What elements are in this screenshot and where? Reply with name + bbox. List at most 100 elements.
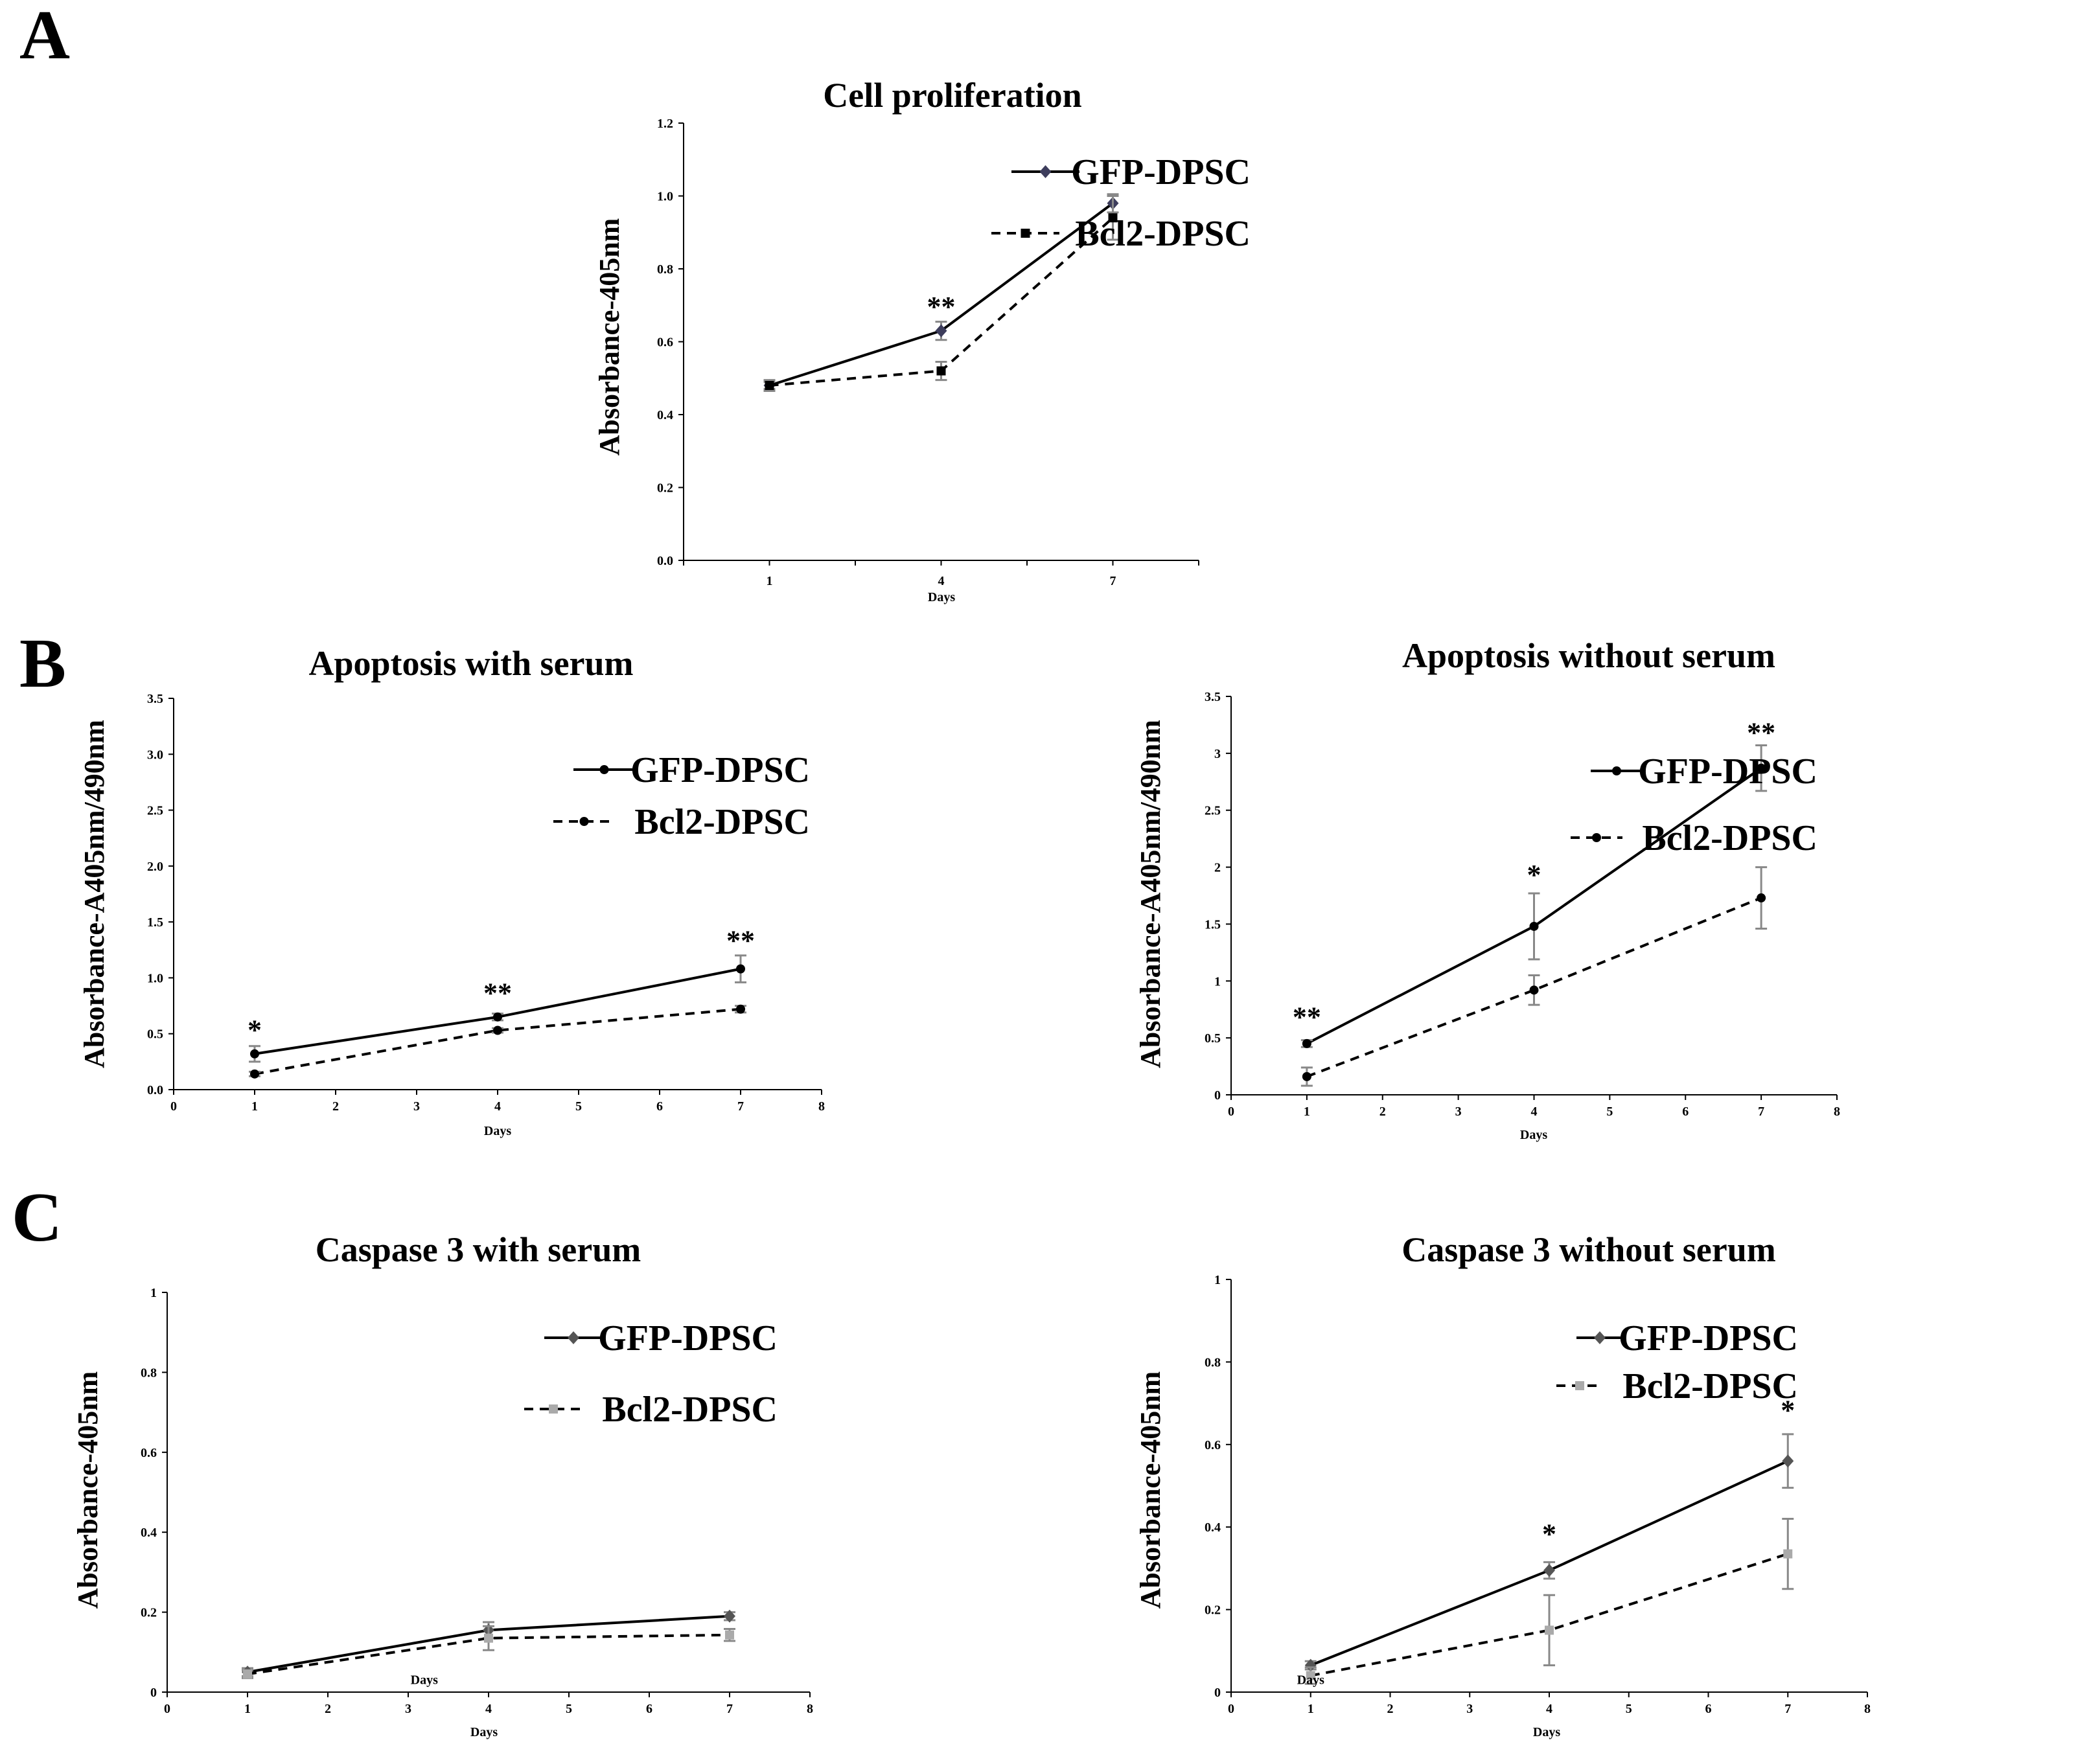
- legend-label: Bcl2-DPSC: [1642, 818, 1817, 858]
- series-bcl2-dpsc-point: [736, 1004, 745, 1014]
- y-tick-label: 0.0: [657, 554, 673, 568]
- series-bcl2-dpsc-point: [1783, 1549, 1793, 1559]
- series-bcl2-dpsc-point: [484, 1633, 493, 1643]
- chart-apoptosis-without-serum: Apoptosis without serum 0 0.5 1 1.5 2 2.5 3 3.5 0…: [1135, 636, 1840, 1142]
- y-tick-label: 2.5: [147, 804, 163, 818]
- y-tick-label: 0.8: [1205, 1355, 1221, 1369]
- series-bcl2-dpsc-point: [1306, 1671, 1315, 1680]
- series-bcl2-dpsc-point: [936, 366, 946, 376]
- series-gfp-dpsc-point: [935, 324, 947, 338]
- significance-marker: *: [1542, 1518, 1556, 1550]
- y-axis-label: Absorbance-405nm: [1135, 1371, 1166, 1609]
- panel-letter-a: A: [19, 0, 70, 74]
- y-tick-label: 0.6: [141, 1446, 157, 1460]
- series-bcl2-dpsc-point: [493, 1025, 502, 1035]
- chart-apoptosis-with-serum: Apoptosis with serum 0.0 0.5 1.0 1.5 2.0 2.5 3.…: [78, 644, 825, 1138]
- chart-title: Caspase 3 with serum: [316, 1230, 641, 1269]
- legend-label: Bcl2-DPSC: [602, 1390, 778, 1430]
- y-tick-label: 1.0: [657, 190, 673, 204]
- stray-days-label: Days: [411, 1673, 438, 1688]
- chart-cell-proliferation: Cell proliferation 0.0 0.2 0.4 0.6 0.8 1.0 1.2 1…: [594, 76, 1251, 604]
- y-tick-label: 0.6: [1205, 1438, 1221, 1452]
- x-tick-label: 3: [1455, 1105, 1462, 1119]
- significance-marker: *: [1781, 1395, 1795, 1426]
- legend-swatch-marker: [1612, 766, 1621, 775]
- y-tick-label: 0.8: [141, 1366, 157, 1380]
- chart-title: Cell proliferation: [823, 76, 1081, 115]
- x-tick-label: 7: [726, 1702, 733, 1716]
- series-bcl2-dpsc-point: [1529, 985, 1539, 995]
- series-bcl2-dpsc-line: [1306, 897, 1762, 1078]
- panel-letter-b: B: [19, 625, 66, 702]
- x-tick-label: 1: [767, 574, 773, 588]
- x-tick-label: 2: [1387, 1702, 1394, 1716]
- x-tick-label: 2: [1379, 1105, 1386, 1119]
- legend-label: Bcl2-DPSC: [1075, 214, 1251, 254]
- y-tick-label: 0.5: [1205, 1031, 1221, 1046]
- series-bcl2-dpsc-point: [725, 1630, 734, 1640]
- significance-marker: **: [726, 924, 755, 956]
- x-tick-label: 4: [485, 1702, 492, 1716]
- x-tick-label: 4: [938, 574, 945, 588]
- legend-swatch-marker: [579, 817, 589, 826]
- x-axis-label: Days: [928, 590, 955, 604]
- x-axis-label: Days: [1520, 1128, 1547, 1142]
- stray-days-label: Days: [1297, 1673, 1324, 1687]
- y-tick-label: 0.2: [1205, 1603, 1221, 1618]
- y-tick-label: 0.2: [141, 1606, 157, 1620]
- x-tick-label: 5: [1606, 1105, 1613, 1119]
- x-tick-label: 4: [1531, 1105, 1538, 1119]
- legend-label: Bcl2-DPSC: [634, 802, 810, 842]
- x-tick-label: 4: [1546, 1702, 1552, 1716]
- series-bcl2-dpsc-point: [250, 1069, 259, 1079]
- x-tick-label: 3: [405, 1702, 411, 1716]
- x-tick-label: 6: [1682, 1105, 1689, 1119]
- x-tick-label: 6: [1705, 1702, 1712, 1716]
- legend-label: Bcl2-DPSC: [1622, 1366, 1798, 1406]
- x-tick-label: 0: [1228, 1702, 1234, 1716]
- y-tick-label: 0: [150, 1686, 157, 1700]
- x-tick-label: 7: [1758, 1105, 1764, 1119]
- y-tick-label: 1.5: [1205, 917, 1221, 932]
- y-tick-label: 1.2: [657, 117, 673, 131]
- y-tick-label: 0: [1214, 1088, 1221, 1103]
- legend-label: GFP-DPSC: [598, 1318, 778, 1358]
- series-bcl2-dpsc-line: [254, 1007, 741, 1075]
- chart-caspase3-with-serum: Caspase 3 with serum 0 0.2 0.4 0.6 0.8 1 0 1 2 3 4 5…: [72, 1230, 813, 1739]
- series-bcl2-dpsc-point: [243, 1669, 252, 1679]
- chart-title: Caspase 3 without serum: [1402, 1230, 1776, 1269]
- x-tick-label: 0: [164, 1702, 170, 1716]
- x-tick-label: 6: [646, 1702, 652, 1716]
- x-tick-label: 8: [1834, 1105, 1840, 1119]
- y-tick-label: 0.0: [147, 1083, 163, 1097]
- x-tick-label: 7: [1784, 1702, 1791, 1716]
- x-tick-label: 5: [1626, 1702, 1632, 1716]
- series-gfp-dpsc-point: [1757, 763, 1766, 773]
- series-gfp-dpsc-point: [1529, 921, 1539, 931]
- x-tick-label: 5: [566, 1702, 572, 1716]
- series-gfp-dpsc-point: [1543, 1564, 1555, 1577]
- series-gfp-dpsc-point: [736, 964, 745, 974]
- x-tick-label: 3: [413, 1099, 420, 1114]
- x-axis-label: Days: [470, 1725, 498, 1739]
- chart-title: Apoptosis with serum: [308, 644, 633, 683]
- legend-label: GFP-DPSC: [1619, 1318, 1798, 1358]
- y-tick-label: 3.0: [147, 748, 163, 762]
- y-axis-label: Absorbance-405nm: [72, 1371, 104, 1609]
- legend-swatch-marker: [549, 1404, 558, 1414]
- x-tick-label: 7: [1110, 574, 1116, 588]
- y-tick-label: 1.5: [147, 915, 163, 930]
- y-tick-label: 1: [1214, 974, 1221, 989]
- legend-label: GFP-DPSC: [630, 750, 810, 790]
- x-tick-label: 8: [807, 1702, 813, 1716]
- series-bcl2-dpsc-point: [1757, 893, 1766, 903]
- series-bcl2-dpsc-point: [1108, 213, 1118, 223]
- legend-swatch-marker: [1039, 165, 1052, 178]
- x-tick-label: 8: [818, 1099, 825, 1114]
- legend-label: GFP-DPSC: [1638, 751, 1817, 792]
- x-axis-label: Days: [484, 1124, 511, 1138]
- legend-swatch-marker: [568, 1331, 579, 1344]
- y-tick-label: 1: [150, 1286, 157, 1300]
- y-tick-label: 0: [1214, 1686, 1221, 1700]
- x-tick-label: 1: [244, 1702, 251, 1716]
